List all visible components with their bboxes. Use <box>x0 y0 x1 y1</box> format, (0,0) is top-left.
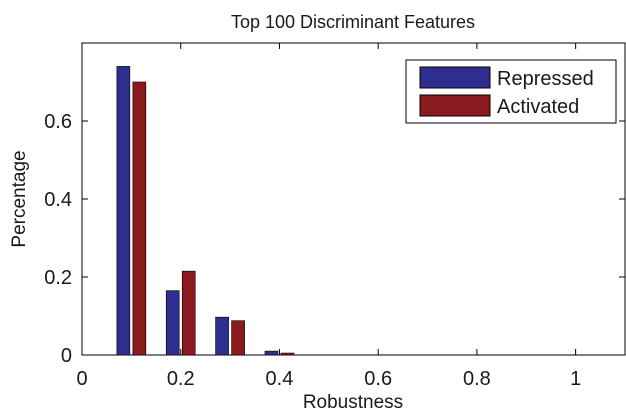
y-axis: 0 0.2 0.4 0.6 <box>44 111 625 367</box>
x-tick-label: 0 <box>76 368 87 390</box>
x-tick-label: 0.2 <box>167 368 195 390</box>
x-axis: 0 0.2 0.4 0.6 0.8 1 <box>76 43 581 390</box>
bar-repressed-0.3 <box>215 316 229 356</box>
bar-activated-0.2 <box>181 270 196 356</box>
x-tick-label: 1 <box>570 368 581 390</box>
bar-activated-0.1 <box>132 81 147 356</box>
legend-label-repressed: Repressed <box>497 68 594 90</box>
x-tick-label: 0.8 <box>463 368 491 390</box>
bar-activated-0.3 <box>231 320 245 356</box>
y-tick-label: 0.6 <box>44 111 72 133</box>
legend-swatch-activated <box>419 94 491 117</box>
x-tick-label: 0.6 <box>364 368 392 390</box>
x-axis-label: Robustness <box>303 392 403 413</box>
chart-title: Top 100 Discriminant Features <box>231 12 475 32</box>
legend-label-activated: Activated <box>497 96 579 118</box>
y-tick-label: 0.4 <box>44 189 72 211</box>
y-axis-label: Percentage <box>9 150 30 247</box>
legend: Repressed Activated <box>405 59 617 124</box>
bar-repressed-0.4 <box>264 350 279 356</box>
bar-activated-0.4 <box>280 352 295 356</box>
y-tick-label: 0 <box>61 345 72 367</box>
bar-repressed-0.2 <box>165 290 180 356</box>
legend-swatch-repressed <box>419 66 491 89</box>
y-tick-label: 0.2 <box>44 267 72 289</box>
bars <box>116 66 295 356</box>
x-tick-label: 0.4 <box>266 368 294 390</box>
bar-repressed-0.1 <box>116 66 131 356</box>
